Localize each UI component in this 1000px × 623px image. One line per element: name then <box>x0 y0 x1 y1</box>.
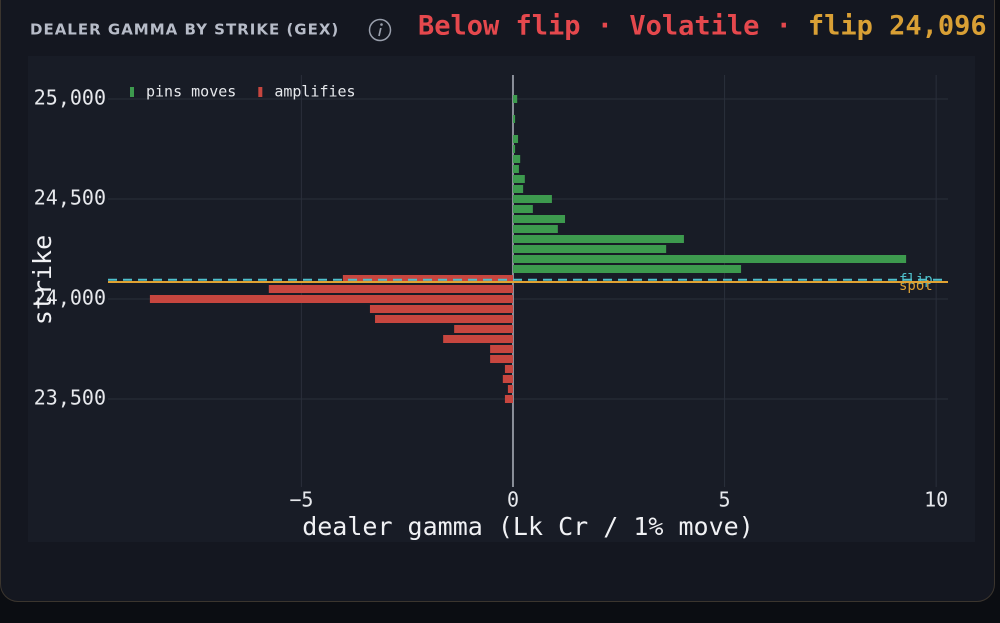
regime-status: Below flip · Volatile · <box>418 11 792 42</box>
y-tick-label: 25,000 <box>34 86 106 110</box>
x-tick-label: −5 <box>289 488 313 512</box>
reference-label: flip <box>899 272 933 288</box>
bar <box>512 165 519 173</box>
bar <box>512 95 518 103</box>
reference-label: spot <box>899 278 933 294</box>
bar <box>512 255 907 263</box>
bar <box>512 175 525 183</box>
bar <box>512 135 519 143</box>
legend-label: pins moves <box>146 83 236 101</box>
flip-level: flip 24,096 <box>808 11 987 42</box>
x-tick-label: 5 <box>719 488 731 512</box>
bar <box>512 115 516 123</box>
legend-label: amplifies <box>274 83 355 101</box>
bar <box>502 375 513 383</box>
y-tick-label: 24,500 <box>34 186 106 210</box>
bar <box>490 355 513 363</box>
bar <box>454 325 513 333</box>
bar <box>512 145 516 153</box>
bar <box>443 335 513 343</box>
bar <box>512 185 524 193</box>
bar <box>512 245 667 253</box>
info-icon[interactable] <box>368 18 392 42</box>
bar <box>268 285 513 293</box>
y-tick-label: 24,000 <box>34 286 106 310</box>
y-tick-label: 23,500 <box>34 386 106 410</box>
bar <box>512 235 684 243</box>
legend-swatch <box>258 87 263 97</box>
bar <box>512 225 558 233</box>
panel-title: DEALER GAMMA BY STRIKE (GEX) <box>30 21 339 39</box>
bar <box>512 215 566 223</box>
bar <box>149 295 513 303</box>
bar <box>512 155 521 163</box>
y-axis-label: strike <box>28 235 57 325</box>
bar <box>504 395 513 403</box>
bar <box>369 305 513 313</box>
x-axis-label: dealer gamma (Lk Cr / 1% move) <box>302 512 754 541</box>
x-tick-label: 0 <box>507 488 519 512</box>
bar <box>375 315 513 323</box>
x-tick-label: 10 <box>924 488 948 512</box>
bar <box>504 365 513 373</box>
bar <box>507 385 513 393</box>
legend-swatch <box>130 87 134 97</box>
bar <box>512 195 552 203</box>
bar <box>512 265 742 273</box>
bar <box>490 345 513 353</box>
bar <box>512 205 533 213</box>
